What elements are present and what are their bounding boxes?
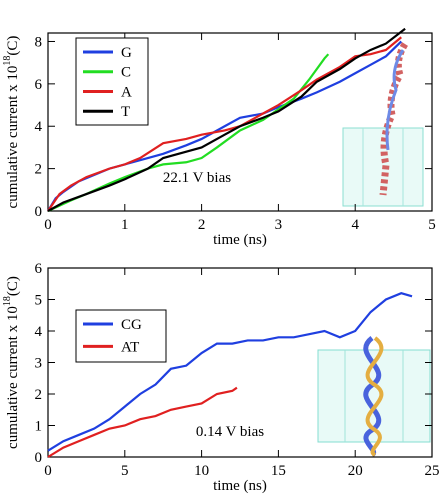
y-tick-label: 6 [35,261,43,277]
molecule-inset-top [342,42,424,207]
y-axis-label-main: cumulative current x 10 [5,306,21,449]
legend-label: C [121,65,131,81]
annotation: 0.14 V bias [196,424,264,440]
x-tick-label: 10 [194,463,209,479]
legend-label: CG [121,317,142,333]
legend-label: AT [121,339,139,355]
x-tick-label: 3 [275,217,283,233]
legend-label: G [121,45,132,61]
legend-label: A [121,84,132,100]
x-tick-label: 15 [271,463,286,479]
x-tick-label: 0 [44,217,52,233]
molecule-inset-bottom [317,336,431,458]
x-tick-label: 4 [351,217,359,233]
plot-frame [47,32,433,212]
data-line [47,386,238,458]
y-axis-label-exponent: 18 [2,56,13,66]
y-axis-label-unit: (C) [5,36,21,56]
y-tick-label: 0 [35,204,43,220]
y-axis-label: cumulative current x 1018(C) [2,276,21,449]
legend-label: T [121,104,130,120]
y-axis-label-unit: (C) [5,276,21,296]
data-line [47,292,413,452]
y-tick-label: 1 [35,419,43,435]
data-line [47,27,406,212]
y-tick-label: 3 [35,356,43,372]
y-axis-label-exponent: 18 [2,296,13,306]
x-tick-label: 2 [198,217,206,233]
legend-box [75,309,167,363]
x-tick-label: 5 [428,217,436,233]
y-tick-label: 6 [35,77,43,93]
y-tick-label: 8 [35,34,43,50]
y-axis-label-main: cumulative current x 10 [5,66,21,209]
x-axis-label: time (ns) [213,232,267,248]
y-tick-label: 0 [35,450,43,466]
x-tick-label: 5 [121,463,129,479]
data-line [47,36,402,212]
x-tick-label: 20 [348,463,363,479]
y-tick-label: 5 [35,293,43,309]
x-tick-label: 25 [425,463,440,479]
y-tick-label: 4 [35,119,43,135]
y-tick-label: 2 [35,162,43,178]
x-tick-label: 1 [121,217,129,233]
x-tick-label: 0 [44,463,52,479]
y-axis-label: cumulative current x 1018(C) [2,36,21,209]
y-tick-label: 2 [35,387,43,403]
y-tick-label: 4 [35,324,43,340]
annotation: 22.1 V bias [163,170,231,186]
x-axis-label: time (ns) [213,478,267,494]
